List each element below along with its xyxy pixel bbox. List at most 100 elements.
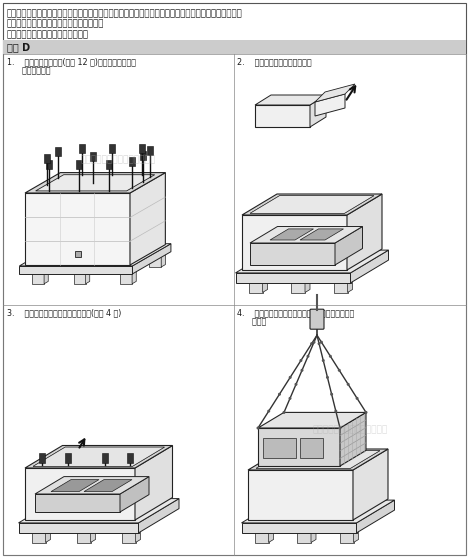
Polygon shape bbox=[120, 477, 149, 512]
Circle shape bbox=[312, 341, 316, 344]
Polygon shape bbox=[263, 277, 267, 292]
Polygon shape bbox=[270, 229, 313, 240]
Polygon shape bbox=[138, 499, 179, 533]
Circle shape bbox=[339, 426, 341, 430]
Polygon shape bbox=[18, 499, 179, 523]
Polygon shape bbox=[248, 449, 388, 470]
Polygon shape bbox=[300, 229, 343, 240]
Polygon shape bbox=[356, 500, 394, 533]
Bar bbox=[140, 151, 146, 160]
Bar bbox=[102, 453, 108, 463]
Polygon shape bbox=[18, 523, 138, 533]
Polygon shape bbox=[242, 194, 382, 215]
Polygon shape bbox=[255, 531, 268, 542]
Bar bbox=[106, 160, 112, 169]
Polygon shape bbox=[120, 272, 132, 284]
Polygon shape bbox=[132, 244, 171, 274]
Polygon shape bbox=[250, 227, 363, 243]
FancyBboxPatch shape bbox=[310, 309, 324, 329]
Polygon shape bbox=[242, 500, 394, 523]
Polygon shape bbox=[315, 84, 355, 102]
Polygon shape bbox=[35, 477, 149, 494]
Polygon shape bbox=[300, 438, 323, 458]
Polygon shape bbox=[103, 255, 115, 267]
Polygon shape bbox=[242, 215, 347, 270]
Polygon shape bbox=[132, 270, 136, 284]
Text: 外包装为木箱包装，拆除方式如图：: 外包装为木箱包装，拆除方式如图： bbox=[7, 30, 89, 39]
Polygon shape bbox=[51, 479, 99, 492]
Circle shape bbox=[338, 369, 341, 372]
Polygon shape bbox=[19, 266, 132, 274]
Polygon shape bbox=[76, 531, 91, 542]
Circle shape bbox=[320, 341, 323, 344]
Circle shape bbox=[334, 410, 337, 412]
Polygon shape bbox=[350, 250, 388, 283]
Polygon shape bbox=[250, 196, 374, 213]
Circle shape bbox=[267, 410, 270, 412]
Polygon shape bbox=[44, 270, 48, 284]
Bar bbox=[39, 453, 45, 463]
Bar bbox=[79, 144, 85, 153]
Circle shape bbox=[307, 355, 310, 358]
Circle shape bbox=[347, 383, 350, 386]
Text: 框架 D: 框架 D bbox=[7, 42, 30, 52]
Polygon shape bbox=[248, 470, 353, 520]
Text: 2.    将木箱内的泡棉及手册取出: 2. 将木箱内的泡棉及手册取出 bbox=[237, 57, 311, 66]
Polygon shape bbox=[161, 253, 166, 267]
Polygon shape bbox=[91, 527, 96, 542]
Polygon shape bbox=[121, 531, 136, 542]
Polygon shape bbox=[291, 281, 305, 292]
Polygon shape bbox=[250, 196, 374, 213]
Bar bbox=[3, 40, 466, 54]
Bar bbox=[76, 160, 82, 169]
Polygon shape bbox=[258, 428, 340, 466]
Polygon shape bbox=[73, 253, 77, 267]
Polygon shape bbox=[235, 273, 350, 283]
Circle shape bbox=[282, 411, 286, 414]
Bar bbox=[90, 152, 96, 161]
Polygon shape bbox=[35, 494, 120, 512]
Polygon shape bbox=[33, 447, 165, 466]
Text: 佛山苏迪尔自动化科技有限公司: 佛山苏迪尔自动化科技有限公司 bbox=[312, 426, 387, 435]
Text: 佛山苏迪尔自动化科技有限公司: 佛山苏迪尔自动化科技有限公司 bbox=[80, 156, 156, 165]
Polygon shape bbox=[340, 412, 366, 466]
Bar bbox=[147, 146, 153, 155]
Polygon shape bbox=[33, 447, 165, 466]
Polygon shape bbox=[25, 445, 173, 468]
Polygon shape bbox=[61, 255, 73, 267]
Polygon shape bbox=[305, 277, 310, 292]
Polygon shape bbox=[242, 523, 356, 533]
Polygon shape bbox=[84, 479, 132, 492]
Polygon shape bbox=[256, 451, 380, 468]
Circle shape bbox=[318, 342, 321, 345]
Polygon shape bbox=[353, 449, 388, 520]
Polygon shape bbox=[235, 250, 388, 273]
Polygon shape bbox=[115, 253, 119, 267]
Polygon shape bbox=[130, 172, 166, 265]
Polygon shape bbox=[85, 270, 90, 284]
Polygon shape bbox=[354, 527, 358, 542]
Polygon shape bbox=[32, 272, 44, 284]
Circle shape bbox=[289, 376, 292, 379]
Polygon shape bbox=[25, 193, 130, 265]
Circle shape bbox=[322, 359, 325, 362]
Text: 机台。: 机台。 bbox=[237, 317, 266, 326]
Bar bbox=[139, 144, 145, 153]
Text: 遭的环境条件能符合此手册内提供之规格。: 遭的环境条件能符合此手册内提供之规格。 bbox=[7, 19, 105, 28]
Circle shape bbox=[257, 426, 259, 430]
Polygon shape bbox=[136, 527, 141, 542]
Bar bbox=[55, 147, 61, 156]
Polygon shape bbox=[263, 438, 296, 458]
Circle shape bbox=[326, 376, 329, 379]
Circle shape bbox=[330, 393, 333, 396]
Polygon shape bbox=[268, 527, 273, 542]
Polygon shape bbox=[31, 531, 45, 542]
Polygon shape bbox=[249, 281, 263, 292]
Bar bbox=[109, 144, 115, 153]
Polygon shape bbox=[348, 277, 353, 292]
Circle shape bbox=[301, 369, 303, 372]
Circle shape bbox=[295, 383, 297, 386]
Bar bbox=[65, 453, 71, 463]
Polygon shape bbox=[74, 272, 85, 284]
Text: 4.    用叉钩穿过驱动器上的吊孔后，吊起后即可装配: 4. 用叉钩穿过驱动器上的吊孔后，吊起后即可装配 bbox=[237, 308, 354, 317]
